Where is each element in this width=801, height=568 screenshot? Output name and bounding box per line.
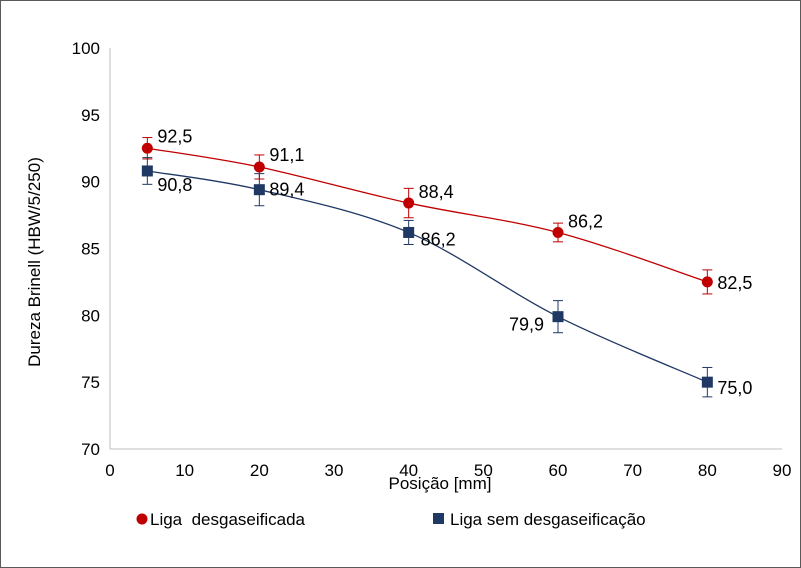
y-tick-label: 95: [81, 106, 100, 125]
data-label: 75,0: [717, 378, 752, 398]
data-label: 91,1: [269, 145, 304, 165]
data-point: [253, 184, 265, 196]
y-tick-label: 80: [81, 306, 100, 325]
x-tick-label: 30: [325, 461, 344, 480]
x-axis-title: Posição [mm]: [389, 474, 492, 493]
data-point: [403, 226, 415, 238]
data-label: 82,5: [717, 273, 752, 293]
series-0: 92,5 91,1 88,4 86,2 82,5: [141, 126, 752, 295]
data-point: [552, 226, 564, 238]
y-tick-labels: 70 75 80 85 90 95 100: [72, 39, 100, 459]
y-tick-label: 100: [72, 39, 100, 58]
y-tick-label: 70: [81, 440, 100, 459]
series-line: [147, 147, 708, 283]
legend-marker-sem-desgaseificacao: [433, 513, 444, 524]
legend: Liga desgaseificada Liga sem desgaseific…: [136, 510, 646, 529]
data-label: 86,2: [568, 211, 603, 231]
y-axis-title: Dureza Brinell (HBW/5/250): [25, 157, 44, 367]
data-point: [141, 165, 153, 177]
y-tick-label: 75: [81, 373, 100, 392]
x-tick-label: 90: [773, 461, 792, 480]
x-tick-label: 60: [549, 461, 568, 480]
data-point: [141, 142, 153, 154]
data-label: 90,8: [157, 175, 192, 195]
axes: [109, 48, 782, 450]
data-label: 79,9: [509, 315, 544, 335]
x-tick-label: 70: [623, 461, 642, 480]
x-tick-label: 40: [399, 461, 418, 480]
x-tick-label: 20: [250, 461, 269, 480]
data-point: [701, 276, 713, 288]
legend-marker-desgaseificada: [136, 513, 148, 525]
series-layer: 92,5 91,1 88,4 86,2 82,5 90,8 89,4 86,2 79,9 75,0: [141, 126, 752, 398]
data-point: [403, 197, 415, 209]
y-tick-label: 85: [81, 240, 100, 259]
x-tick-label: 50: [474, 461, 493, 480]
data-label: 86,2: [421, 229, 456, 249]
data-label: 89,4: [269, 180, 304, 200]
data-point: [253, 161, 265, 173]
data-label: 92,5: [157, 126, 192, 146]
data-point: [701, 376, 713, 388]
y-tick-label: 90: [81, 173, 100, 192]
x-tick-label: 10: [175, 461, 194, 480]
x-tick-label: 80: [698, 461, 717, 480]
series-line: [147, 170, 708, 383]
legend-label-sem-desgaseificacao: Liga sem desgaseificação: [450, 510, 646, 529]
x-tick-labels: 0 10 20 30 40 50 60 70 80 90: [105, 461, 791, 480]
series-1: 90,8 89,4 86,2 79,9 75,0: [141, 157, 752, 398]
x-tick-label: 0: [105, 461, 114, 480]
data-label: 88,4: [419, 182, 454, 202]
legend-label-desgaseificada: Liga desgaseificada: [150, 510, 306, 529]
data-point: [552, 311, 564, 323]
